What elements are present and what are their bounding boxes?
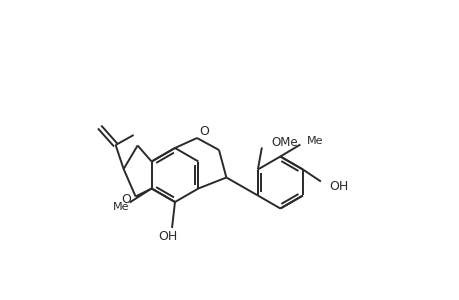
Text: O: O — [199, 124, 208, 137]
Text: OMe: OMe — [271, 136, 298, 149]
Text: Me: Me — [113, 202, 129, 212]
Text: OH: OH — [328, 180, 347, 193]
Text: Me: Me — [306, 136, 322, 146]
Text: OH: OH — [158, 230, 177, 244]
Text: O: O — [122, 193, 131, 206]
